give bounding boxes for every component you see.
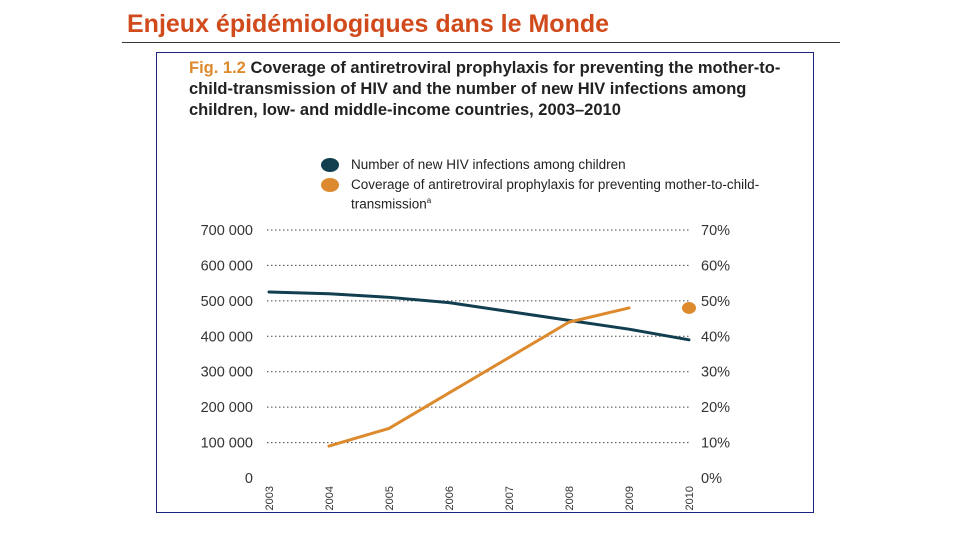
- y-left-tick-label: 300 000: [201, 365, 253, 381]
- figure-frame: Fig. 1.2 Coverage of antiretroviral prop…: [156, 52, 814, 513]
- figure-label: Fig. 1.2: [189, 59, 246, 77]
- y-right-tick-label: 60%: [701, 258, 730, 274]
- x-tick-label: 2005: [384, 486, 396, 510]
- y-right-tick-label: 70%: [701, 223, 730, 239]
- legend-footnote-mark: a: [426, 196, 432, 205]
- chart-legend: Number of new HIV infections among child…: [321, 157, 781, 217]
- x-tick-label: 2006: [444, 486, 456, 510]
- y-right-tick-label: 40%: [701, 329, 730, 345]
- y-right-tick-label: 10%: [701, 436, 730, 452]
- y-right-tick-label: 30%: [701, 365, 730, 381]
- y-right-tick-label: 50%: [701, 294, 730, 310]
- legend-marker-coverage: [321, 178, 339, 192]
- y-left-tick-label: 200 000: [201, 400, 253, 416]
- x-tick-label: 2009: [624, 486, 636, 510]
- legend-label-coverage: Coverage of antiretroviral prophylaxis f…: [351, 177, 760, 212]
- y-right-tick-label: 20%: [701, 400, 730, 416]
- figure-title: Fig. 1.2 Coverage of antiretroviral prop…: [189, 58, 789, 121]
- data-point-coverage-2010: [682, 301, 696, 314]
- series-line-infections: [267, 290, 691, 342]
- x-tick-label: 2007: [504, 486, 516, 510]
- y-left-tick-label: 0: [245, 471, 253, 487]
- x-tick-label: 2004: [324, 486, 336, 510]
- y-left-tick-label: 700 000: [201, 223, 253, 239]
- x-tick-label: 2010: [684, 486, 696, 510]
- y-left-tick-label: 500 000: [201, 294, 253, 310]
- legend-label-infections: Number of new HIV infections among child…: [351, 157, 626, 172]
- legend-item-infections: Number of new HIV infections among child…: [321, 157, 781, 173]
- series-line-coverage: [327, 306, 631, 448]
- slide-title: Enjeux épidémiologiques dans le Monde: [127, 10, 610, 38]
- y-left-tick-label: 400 000: [201, 329, 253, 345]
- figure-title-text: Coverage of antiretroviral prophylaxis f…: [189, 59, 781, 119]
- line-chart: 0 100 000 200 000 300 000 400 000 500 000 600 …: [201, 223, 731, 510]
- y-left-tick-label: 100 000: [201, 436, 253, 452]
- x-tick-label: 2003: [264, 486, 276, 510]
- y-right-tick-label: 0%: [701, 471, 722, 487]
- title-divider: [122, 42, 840, 43]
- legend-marker-infections: [321, 158, 339, 172]
- legend-item-coverage: Coverage of antiretroviral prophylaxis f…: [321, 177, 781, 213]
- x-tick-label: 2008: [564, 486, 576, 510]
- y-left-tick-label: 600 000: [201, 258, 253, 274]
